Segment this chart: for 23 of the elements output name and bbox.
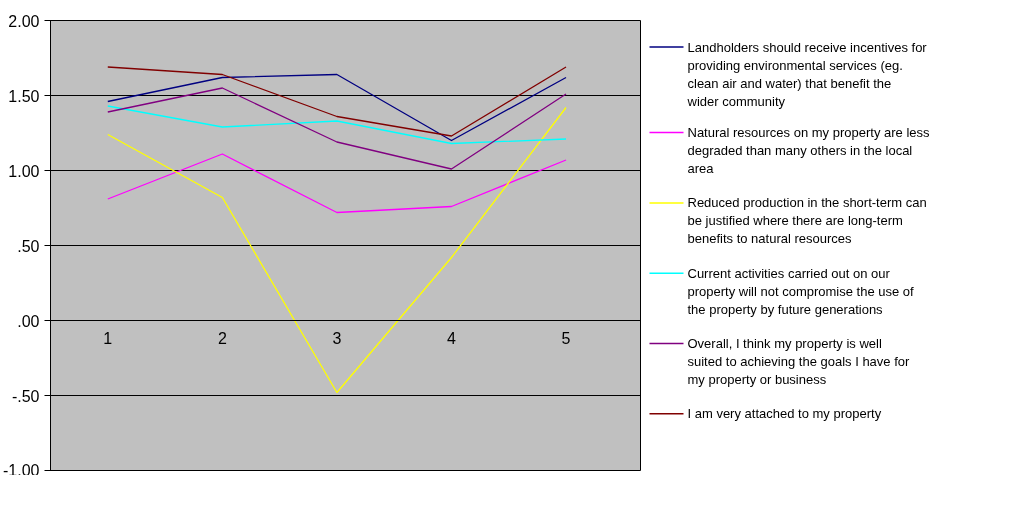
x-tick-label: 4 xyxy=(447,329,457,347)
y-tick-label: -1.00 xyxy=(3,461,40,479)
line-series xyxy=(107,73,567,142)
legend-label: Overall, I think my property is well suited to achieving the goals I have for my property or business xyxy=(687,335,911,387)
line-series xyxy=(107,153,567,214)
y-tick-label: 1.00 xyxy=(8,162,40,180)
y-tick-label: .50 xyxy=(17,237,40,255)
y-tick-label: .00 xyxy=(17,312,40,330)
x-tick-label: 2 xyxy=(217,329,227,347)
legend-label: Landholders should receive incentives for providing environmental services (eg. clean air and water) that benefit the wider community xyxy=(686,39,928,109)
x-tick-label: 5 xyxy=(561,329,571,347)
y-tick-label: -.50 xyxy=(11,387,40,405)
line-series xyxy=(107,66,567,137)
y-tick-label: 1.50 xyxy=(8,87,40,105)
x-tick-label: 1 xyxy=(103,329,113,347)
legend-label: Natural resources on my property are less degraded than many others in the local area xyxy=(687,125,931,176)
legend-label: Current activities carried out on our property will not compromise the use of the property by future generations xyxy=(687,265,915,317)
y-tick-label: 2.00 xyxy=(8,12,40,30)
legend-label: I am very attached to my property xyxy=(687,406,882,422)
line-series xyxy=(107,87,567,170)
x-tick-label: 3 xyxy=(332,329,342,347)
legend-label: Reduced production in the short-term can be justified where there are long-term benefits to natural resources xyxy=(687,195,927,247)
line-series xyxy=(107,105,567,145)
